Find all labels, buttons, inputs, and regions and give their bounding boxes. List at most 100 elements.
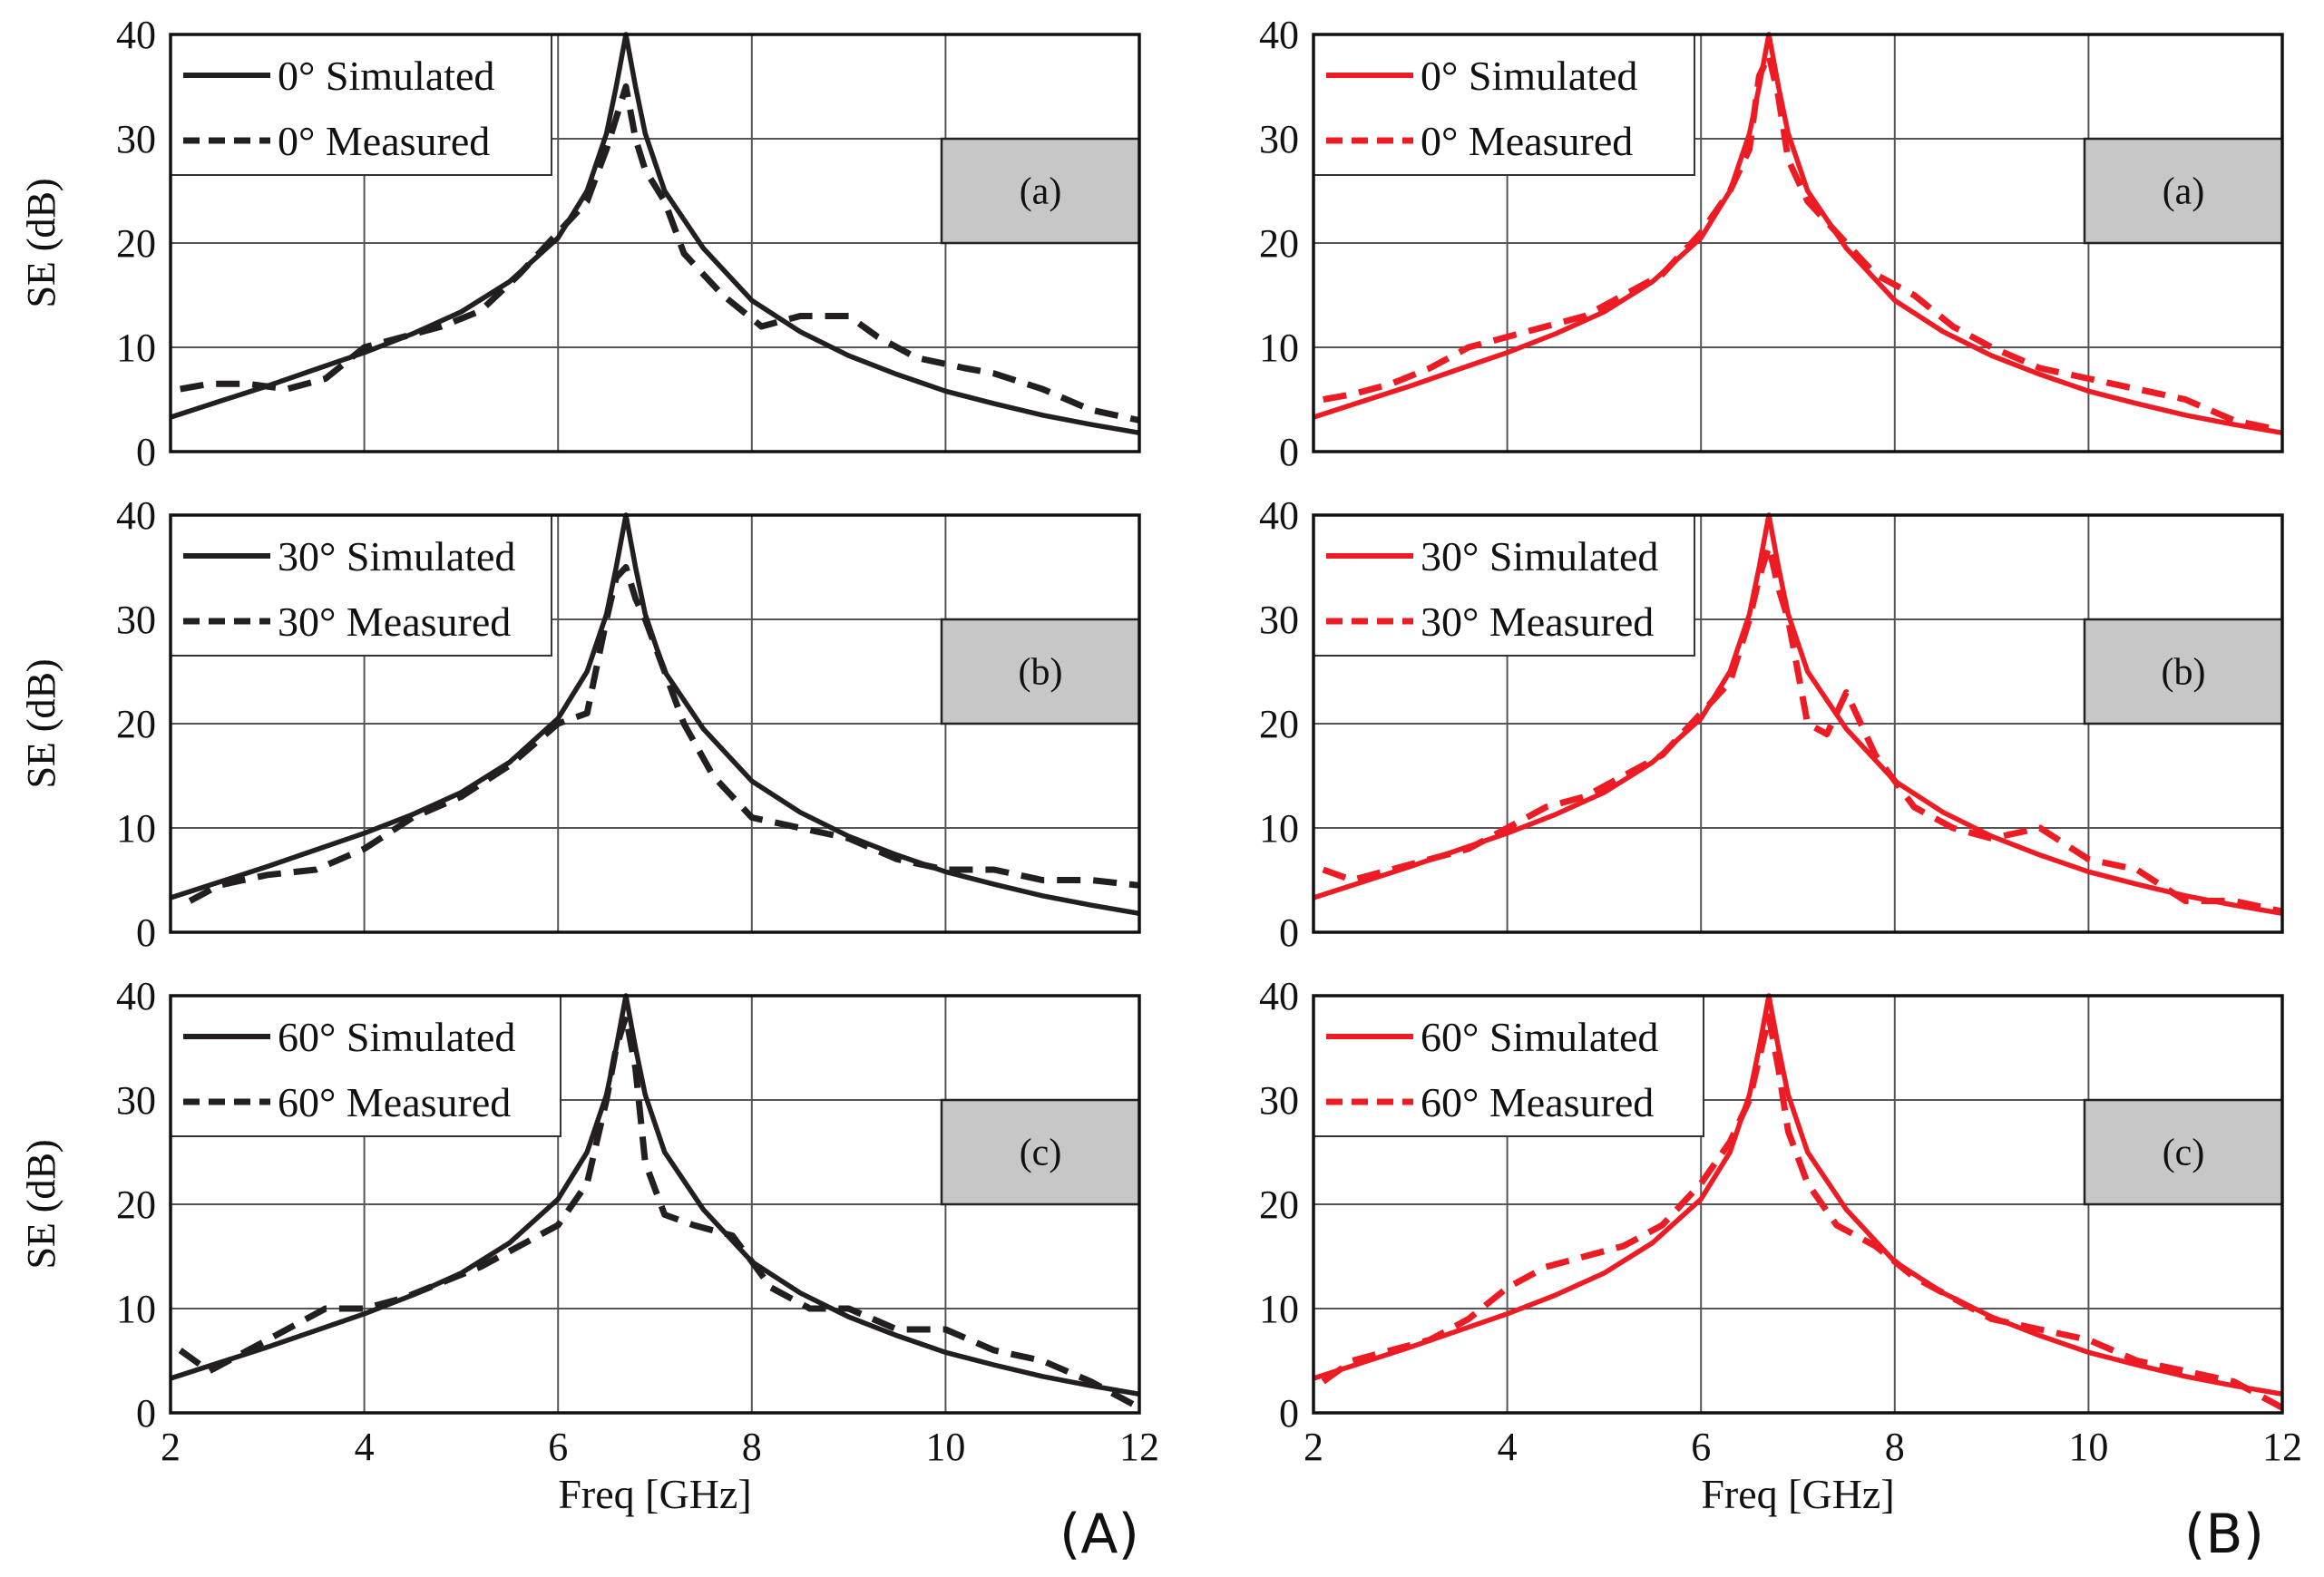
y-tick-label: 20 bbox=[1259, 1183, 1299, 1227]
panel-tag: (b) bbox=[2162, 652, 2206, 694]
simulated-line bbox=[170, 32, 1140, 436]
y-axis-label: SE (dB) bbox=[19, 659, 63, 789]
x-tick-label: 6 bbox=[1691, 1425, 1711, 1469]
legend-box bbox=[1313, 34, 1695, 176]
legend-label: 30° Simulated bbox=[278, 533, 515, 579]
panel-tag-box bbox=[2083, 618, 2284, 725]
legend-box bbox=[1313, 514, 1695, 657]
panel-tag: (c) bbox=[2163, 1133, 2205, 1174]
plot-frame bbox=[1312, 513, 2284, 934]
y-tick-label: 30 bbox=[1259, 598, 1299, 642]
plot-frame bbox=[1312, 994, 2284, 1415]
measured-line bbox=[180, 83, 1140, 423]
chart-panel-b-b: 0 10 20 30 40 SE (dB) (b) 30° Simulated 30° Meas… bbox=[19, 493, 2284, 955]
simulated-line bbox=[1313, 512, 2283, 917]
simulated-line bbox=[170, 993, 1140, 1397]
y-tick-label: 10 bbox=[116, 1287, 156, 1331]
y-tick-label: 30 bbox=[1259, 117, 1299, 161]
chart-panel-a-a: 0 10 20 30 40 SE (dB) (a) 0° Simulated 0° Measur… bbox=[19, 13, 1141, 474]
x-tick-label: 8 bbox=[742, 1425, 762, 1469]
plot-frame bbox=[169, 513, 1141, 934]
simulated-line bbox=[1313, 32, 2283, 436]
y-axis-label: SE (dB) bbox=[19, 1140, 63, 1270]
legend-box bbox=[170, 514, 552, 657]
x-tick-label: 2 bbox=[1304, 1425, 1323, 1469]
y-tick-label: 40 bbox=[1259, 493, 1299, 538]
simulated-line bbox=[170, 512, 1140, 917]
legend-box bbox=[170, 34, 552, 176]
plot-frame bbox=[1312, 33, 2284, 453]
legend-label: 0° Simulated bbox=[278, 53, 494, 99]
plot-frame bbox=[169, 33, 1141, 453]
panel-tag: (a) bbox=[1020, 171, 1062, 213]
y-tick-label: 40 bbox=[116, 493, 156, 538]
legend-label: 30° Measured bbox=[1421, 599, 1654, 645]
y-tick-label: 10 bbox=[1259, 326, 1299, 370]
measured-line bbox=[188, 564, 1140, 904]
y-tick-label: 10 bbox=[116, 326, 156, 370]
chart-panel-a-b: 0 10 20 30 40 SE (dB) (b) 30° Simulated 30° Meas… bbox=[19, 493, 1141, 955]
measured-line bbox=[1323, 52, 2283, 434]
y-axis-label: SE (dB) bbox=[19, 1140, 63, 1270]
legend-label: 0° Simulated bbox=[1421, 53, 1637, 99]
x-tick-label: 10 bbox=[2068, 1425, 2108, 1469]
y-tick-label: 0 bbox=[1279, 910, 1299, 955]
y-tick-label: 30 bbox=[116, 1078, 156, 1123]
y-tick-label: 10 bbox=[1259, 806, 1299, 851]
figure-label-a: (A) bbox=[1059, 1503, 1139, 1566]
y-tick-label: 20 bbox=[116, 702, 156, 746]
y-tick-label: 20 bbox=[116, 1183, 156, 1227]
legend-label: 0° Measured bbox=[1421, 118, 1633, 164]
y-tick-label: 30 bbox=[1259, 1078, 1299, 1123]
y-tick-label: 30 bbox=[116, 117, 156, 161]
legend-label: 30° Simulated bbox=[1421, 533, 1658, 579]
legend-box bbox=[170, 995, 561, 1137]
y-tick-label: 0 bbox=[136, 1391, 156, 1436]
legend-label: 60° Measured bbox=[1421, 1079, 1654, 1125]
x-tick-label: 10 bbox=[925, 1425, 965, 1469]
panel-tag-box bbox=[940, 137, 1141, 245]
y-tick-label: 0 bbox=[1279, 1391, 1299, 1436]
y-axis-label: SE (dB) bbox=[19, 659, 63, 789]
legend-label: 60° Measured bbox=[278, 1079, 511, 1125]
x-tick-label: 2 bbox=[161, 1425, 181, 1469]
y-tick-label: 0 bbox=[136, 910, 156, 955]
panel-tag: (b) bbox=[1019, 652, 1063, 694]
y-tick-label: 0 bbox=[136, 430, 156, 474]
legend-label: 30° Measured bbox=[278, 599, 511, 645]
legend-label: 60° Simulated bbox=[278, 1014, 515, 1060]
y-tick-label: 0 bbox=[1279, 430, 1299, 474]
y-tick-label: 20 bbox=[1259, 221, 1299, 266]
y-tick-label: 40 bbox=[1259, 974, 1299, 1018]
plot-frame bbox=[169, 994, 1141, 1415]
legend-label: 60° Simulated bbox=[1421, 1014, 1658, 1060]
y-tick-label: 20 bbox=[116, 221, 156, 266]
panel-tag: (c) bbox=[1020, 1133, 1062, 1174]
x-axis-label: Freq [GHz] bbox=[1701, 1471, 1894, 1517]
panel-tag: (a) bbox=[2163, 171, 2205, 213]
x-tick-label: 12 bbox=[2262, 1425, 2302, 1469]
simulated-line bbox=[1313, 993, 2283, 1397]
y-axis-label: SE (dB) bbox=[19, 179, 63, 308]
x-tick-label: 6 bbox=[548, 1425, 568, 1469]
y-tick-label: 30 bbox=[116, 598, 156, 642]
chart-panel-b-a: 0 10 20 30 40 SE (dB) (a) 0° Simulated 0° Measur… bbox=[19, 13, 2284, 474]
measured-line bbox=[178, 1013, 1141, 1411]
x-tick-label: 8 bbox=[1885, 1425, 1905, 1469]
panel-tag-box bbox=[940, 1098, 1141, 1206]
measured-line bbox=[1322, 543, 2283, 915]
y-tick-label: 10 bbox=[1259, 1287, 1299, 1331]
y-tick-label: 40 bbox=[1259, 13, 1299, 57]
measured-line bbox=[1321, 1013, 2284, 1411]
chart-panel-a-c: 0 10 20 30 40 2 4 6 8 10 12 SE (dB) Freq [GHz] (c) 60°… bbox=[19, 974, 1159, 1517]
figure-label-b: (B) bbox=[2184, 1503, 2264, 1566]
y-tick-label: 20 bbox=[1259, 702, 1299, 746]
x-axis-label: Freq [GHz] bbox=[558, 1471, 751, 1517]
panel-tag-box bbox=[2083, 137, 2284, 245]
y-axis-label: SE (dB) bbox=[19, 179, 63, 308]
y-tick-label: 40 bbox=[116, 13, 156, 57]
y-tick-label: 10 bbox=[116, 806, 156, 851]
